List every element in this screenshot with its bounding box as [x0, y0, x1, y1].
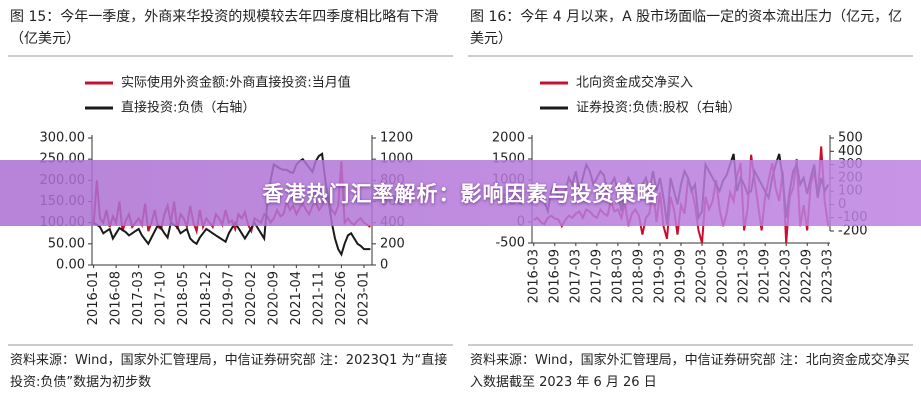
legend-label: 北向资金成交净买入 — [576, 75, 693, 91]
x-tick-label: 2017-09 — [589, 249, 604, 303]
x-tick-label: 2023-03 — [821, 249, 836, 303]
x-tick-label: 2019-07 — [221, 271, 236, 325]
x-tick-label: 2017-03 — [568, 249, 583, 303]
x-tick-label: 2016-08 — [109, 271, 124, 325]
x-tick-label: 2017-03 — [131, 271, 146, 325]
x-tick-label: 2020-09 — [266, 271, 281, 325]
x-tick-label: 2016-01 — [86, 271, 101, 325]
x-tick-label: 2020-03 — [695, 249, 710, 303]
x-tick-label: 2020-09 — [716, 249, 731, 303]
y2-tick-label: -200 — [838, 224, 868, 239]
x-tick-label: 2022-09 — [800, 249, 815, 303]
x-tick-label: 2022-03 — [779, 249, 794, 303]
chart-source: 资料来源：Wind，国家外汇管理局，中信证券研究部 注：北向资金成交净买入数据截… — [470, 353, 910, 390]
x-tick-label: 2016-09 — [547, 249, 562, 303]
y2-tick-label: 500 — [838, 131, 863, 146]
x-tick-label: 2021-03 — [737, 249, 752, 303]
x-tick-label: 2021-04 — [289, 271, 304, 325]
x-tick-label: 2017-10 — [154, 271, 169, 325]
x-tick-label: 2018-05 — [176, 271, 191, 325]
y2-tick-label: 0 — [380, 258, 388, 273]
y2-tick-label: 1200 — [380, 131, 413, 146]
x-tick-label: 2022-06 — [334, 271, 349, 325]
legend-label: 证券投资:负债:股权（右轴） — [576, 100, 741, 116]
x-tick-label: 2016-03 — [526, 249, 541, 303]
x-tick-label: 2019-03 — [652, 249, 667, 303]
x-tick-label: 2018-03 — [610, 249, 625, 303]
x-tick-label: 2023-01 — [356, 271, 371, 325]
chart-title: 图 15：今年一季度，外商来华投资的规模较去年四季度相比略有下滑（亿美元） — [10, 9, 439, 47]
legend-label: 直接投资:负债（右轴） — [121, 100, 255, 116]
chart-title: 图 16：今年 4 月以来，A 股市场面临一定的资本流出压力（亿元，亿美元） — [470, 9, 903, 47]
y-tick-label: 2000 — [492, 131, 525, 146]
legend-label: 实际使用外资金额:外商直接投资:当月值 — [121, 75, 351, 91]
y-tick-label: -500 — [495, 236, 525, 251]
x-tick-label: 2020-02 — [244, 271, 259, 325]
x-tick-label: 2018-12 — [199, 271, 214, 325]
x-tick-label: 2018-09 — [631, 249, 646, 303]
chart-source: 资料来源：Wind，国家外汇管理局，中信证券研究部 注：2023Q1 为“直接投… — [10, 353, 448, 390]
y-tick-label: 300.00 — [40, 131, 86, 146]
y-tick-label: 0.00 — [56, 258, 85, 273]
y2-tick-label: 200 — [380, 236, 405, 251]
y2-tick-label: 400 — [838, 144, 863, 159]
y-tick-label: 50.00 — [48, 236, 85, 251]
x-tick-label: 2021-11 — [311, 271, 326, 325]
x-tick-label: 2019-09 — [674, 249, 689, 303]
x-tick-label: 2021-09 — [758, 249, 773, 303]
banner: 香港热门汇率解析：影响因素与投资策略 — [0, 160, 921, 226]
